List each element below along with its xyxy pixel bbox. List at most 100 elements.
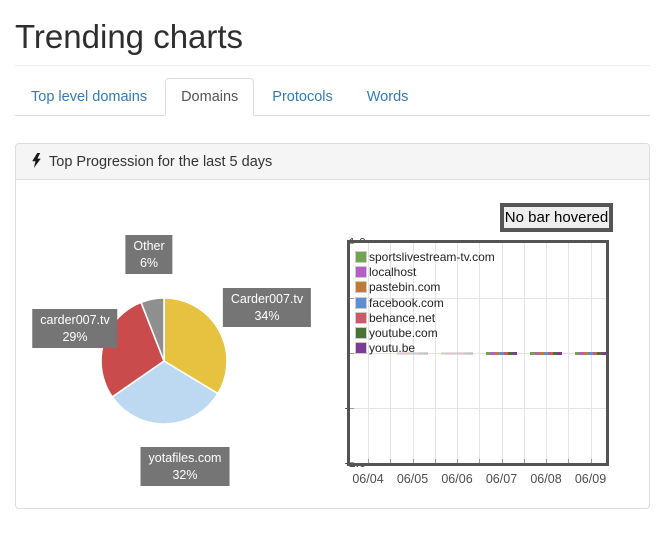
gridline-horizontal bbox=[350, 353, 606, 354]
pie-chart[interactable] bbox=[99, 296, 229, 426]
y-axis-tick bbox=[350, 243, 354, 244]
bar-pastebin-com[interactable] bbox=[539, 351, 544, 355]
legend-item-youtube-com: youtube.com bbox=[355, 325, 495, 340]
pie-label-carder007-tv-cap: Carder007.tv 34% bbox=[222, 288, 312, 327]
bar-facebook-com[interactable] bbox=[588, 351, 593, 355]
bar-youtube-com[interactable] bbox=[419, 351, 424, 355]
x-axis-tick bbox=[368, 459, 369, 463]
legend-swatch bbox=[355, 265, 367, 278]
gridline-horizontal bbox=[350, 298, 606, 299]
pie-label-carder007-tv-cap-pct: 34% bbox=[254, 308, 280, 323]
legend-swatch bbox=[355, 311, 367, 324]
bar-localhost[interactable] bbox=[445, 351, 451, 355]
bar-behance-net[interactable] bbox=[503, 351, 509, 355]
tab-protocols-link[interactable]: Protocols bbox=[272, 89, 333, 105]
x-axis-tick bbox=[501, 459, 503, 463]
legend-item-youtu-be: youtu.be bbox=[355, 341, 495, 356]
hover-status-label: No bar hovered bbox=[504, 209, 609, 226]
title-divider bbox=[15, 65, 650, 66]
bar-localhost[interactable] bbox=[490, 351, 495, 355]
x-axis-tick-minor bbox=[434, 459, 436, 463]
pie-label-carder007-tv-cap-name: Carder007.tv bbox=[230, 292, 304, 306]
legend-swatch bbox=[355, 342, 367, 355]
bar-youtu-be[interactable] bbox=[557, 351, 562, 355]
bar-youtube-com[interactable] bbox=[552, 351, 558, 355]
bar-localhost[interactable] bbox=[534, 351, 540, 355]
bar-pastebin-com[interactable] bbox=[405, 351, 411, 355]
tab-domains-link[interactable]: Domains bbox=[165, 78, 255, 116]
panel-title: Top Progression for the last 5 days bbox=[49, 154, 273, 170]
bar-youtube-com[interactable] bbox=[508, 351, 513, 355]
tab-top-level-domains-link[interactable]: Top level domains bbox=[31, 89, 148, 105]
x-tick-label: 06/09 bbox=[574, 472, 607, 486]
tab-words[interactable]: Words bbox=[351, 78, 425, 116]
legend-item-localhost: localhost bbox=[355, 264, 495, 279]
bar-pastebin-com[interactable] bbox=[583, 351, 589, 355]
bar-youtu-be[interactable] bbox=[512, 351, 518, 355]
pie-label-yotafiles-name: yotafiles.com bbox=[148, 451, 222, 465]
bar-pastebin-com[interactable] bbox=[450, 351, 455, 355]
legend-label: localhost bbox=[369, 264, 417, 279]
bar-facebook-com[interactable] bbox=[454, 351, 460, 355]
pie-slice-yotafiles-com[interactable] bbox=[111, 360, 219, 425]
bar-youtu-be[interactable] bbox=[468, 351, 473, 355]
page-container: Trending charts Top level domains Domain… bbox=[0, 18, 665, 509]
tab-words-link[interactable]: Words bbox=[366, 89, 409, 105]
bar-facebook-com[interactable] bbox=[499, 351, 504, 355]
pie-label-carder007-tv-low: carder007.tv 29% bbox=[32, 309, 118, 348]
pie-label-yotafiles: yotafiles.com 32% bbox=[140, 447, 230, 486]
x-axis-tick bbox=[546, 459, 547, 463]
bar-localhost[interactable] bbox=[401, 351, 406, 355]
bar-behance-net[interactable] bbox=[414, 351, 420, 355]
pie-label-other-pct: 6% bbox=[139, 255, 159, 270]
x-tick-label: 06/05 bbox=[396, 472, 429, 486]
bar-behance-net[interactable] bbox=[592, 351, 598, 355]
tab-domains[interactable]: Domains bbox=[165, 78, 255, 116]
bar-behance-net[interactable] bbox=[548, 351, 553, 355]
bar-chart-area: No bar hovered 1.00.50.0-0.5-1.0 sportsl… bbox=[311, 195, 634, 492]
bar-youtube-com[interactable] bbox=[597, 351, 602, 355]
x-axis-tick bbox=[590, 459, 592, 463]
legend-swatch bbox=[355, 250, 367, 263]
hover-status-box: No bar hovered bbox=[500, 203, 613, 232]
bar-plot[interactable]: sportslivestream-tv.com localhost pastebin… bbox=[347, 240, 609, 466]
x-tick-label: 06/04 bbox=[352, 472, 384, 486]
bar-youtu-be[interactable] bbox=[601, 351, 606, 355]
y-axis-tick bbox=[350, 408, 354, 409]
bar-youtu-be[interactable] bbox=[423, 351, 429, 355]
pie-label-yotafiles-pct: 32% bbox=[172, 467, 198, 482]
bar-facebook-com[interactable] bbox=[410, 351, 415, 355]
bar-sportslivestream-tv-com[interactable] bbox=[441, 351, 446, 355]
bar-youtube-com[interactable] bbox=[463, 351, 469, 355]
tab-protocols[interactable]: Protocols bbox=[256, 78, 348, 116]
x-tick-label: 06/06 bbox=[441, 472, 473, 486]
bar-facebook-com[interactable] bbox=[543, 351, 549, 355]
x-tick-label: 06/07 bbox=[485, 472, 518, 486]
plot-grid bbox=[350, 243, 606, 463]
bar-sportslivestream-tv-com[interactable] bbox=[530, 351, 535, 355]
legend-item-sportslivestream-tv-com: sportslivestream-tv.com bbox=[355, 249, 495, 264]
legend-label: pastebin.com bbox=[369, 280, 441, 295]
x-axis-tick-minor bbox=[390, 459, 392, 463]
pie-slice-other[interactable] bbox=[139, 297, 165, 362]
legend-swatch bbox=[355, 296, 367, 309]
tab-top-level-domains[interactable]: Top level domains bbox=[15, 78, 163, 116]
y-axis-tick bbox=[350, 462, 354, 463]
y-axis-tick bbox=[350, 298, 354, 299]
panel-body: Other 6% Carder007.tv 34% carder007.tv 2… bbox=[16, 180, 649, 508]
legend-label: youtube.com bbox=[369, 326, 438, 341]
bar-localhost[interactable] bbox=[579, 351, 584, 355]
bar-sportslivestream-tv-com[interactable] bbox=[396, 351, 402, 355]
bar-sportslivestream-tv-com[interactable] bbox=[485, 351, 491, 355]
legend-label: behance.net bbox=[369, 310, 436, 325]
bar-behance-net[interactable] bbox=[459, 351, 464, 355]
x-axis-tick bbox=[457, 459, 458, 463]
bar-pastebin-com[interactable] bbox=[494, 351, 500, 355]
page-title: Trending charts bbox=[15, 18, 244, 55]
x-tick-label: 06/08 bbox=[530, 472, 562, 486]
legend-swatch bbox=[355, 281, 367, 294]
pie-label-other-name: Other bbox=[133, 239, 165, 253]
bar-sportslivestream-tv-com[interactable] bbox=[574, 351, 580, 355]
panel-header: Top Progression for the last 5 days bbox=[16, 144, 649, 180]
legend-label: facebook.com bbox=[369, 295, 444, 310]
